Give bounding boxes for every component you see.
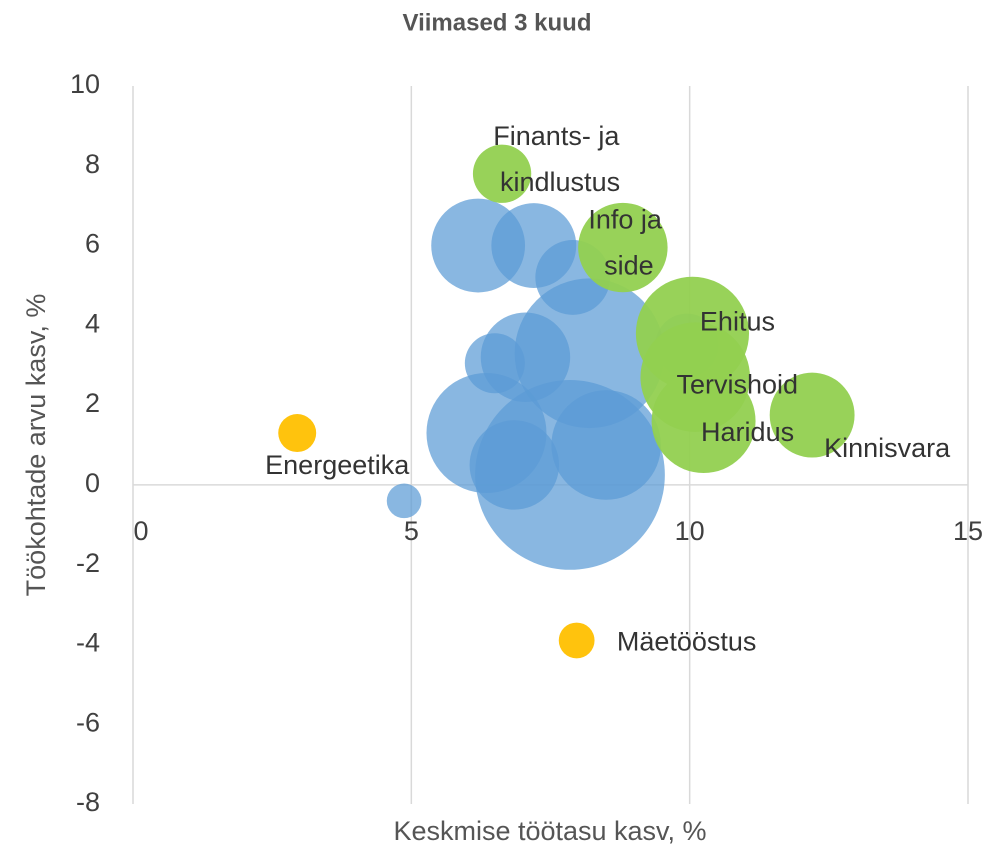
bubble (469, 420, 560, 510)
data-label: Haridus (701, 417, 794, 447)
data-label: Mäetööstus (617, 627, 757, 657)
x-tick-label: 0 (133, 516, 148, 546)
y-tick-label: -2 (76, 548, 100, 578)
chart-title: Viimased 3 kuud (403, 9, 592, 36)
y-tick-label: 10 (70, 69, 100, 99)
data-label: Energeetika (265, 450, 410, 480)
data-label: Ehitus (700, 306, 775, 336)
y-axis-title: Töökohtade arvu kasv, % (21, 294, 51, 597)
bubble (386, 483, 422, 519)
y-tick-label: 4 (85, 308, 100, 338)
x-tick-label: 5 (404, 516, 419, 546)
data-label: Tervishoid (676, 369, 798, 399)
bubble (464, 333, 525, 394)
bubble (472, 144, 532, 203)
y-tick-label: 8 (85, 149, 100, 179)
x-tick-label: 10 (675, 516, 705, 546)
y-tick-label: 0 (85, 468, 100, 498)
data-label: Kinnisvara (824, 433, 951, 463)
bubble (769, 372, 855, 458)
bubble (578, 202, 668, 293)
x-axis-title: Keskmise töötasu kasv, % (393, 816, 706, 846)
y-tick-label: -8 (76, 787, 100, 817)
data-label: Finants- ja kindlustus (493, 121, 627, 197)
bubble (551, 390, 661, 500)
bubble (651, 369, 756, 474)
y-tick-label: 2 (85, 388, 100, 418)
y-tick-label: -4 (76, 628, 100, 658)
x-tick-label: 15 (953, 516, 983, 546)
bubble (278, 414, 317, 453)
data-label: Info ja side (588, 205, 669, 281)
y-tick-label: 6 (85, 229, 100, 259)
bubble (558, 622, 595, 659)
y-tick-label: -6 (76, 707, 100, 737)
